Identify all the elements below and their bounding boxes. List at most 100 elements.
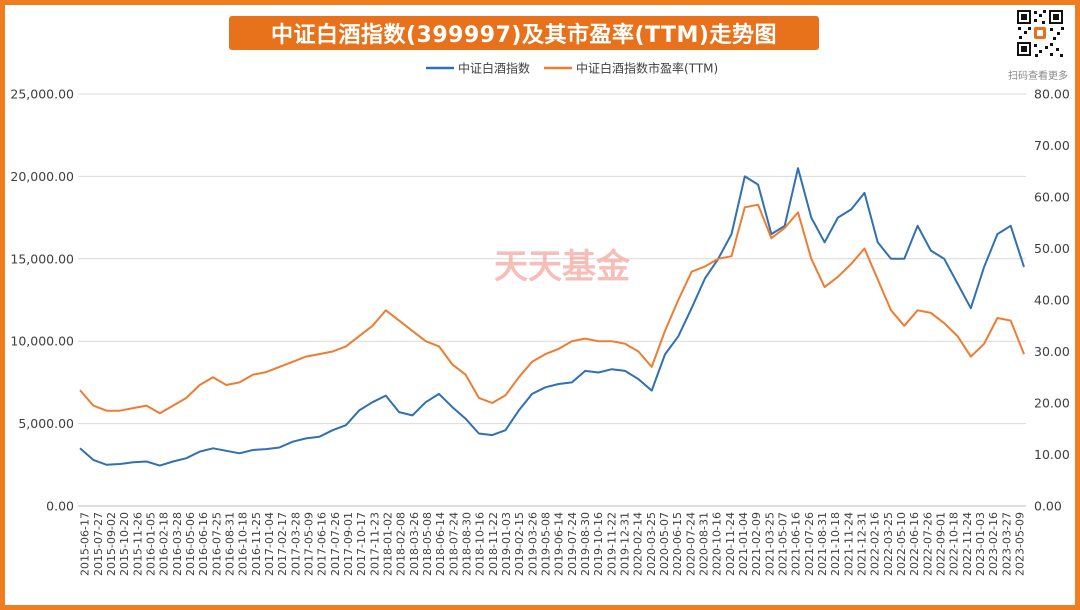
x-tick-label: 2016-11-25 <box>250 512 263 576</box>
x-tick-label: 2022-05-10 <box>895 512 908 576</box>
x-tick-label: 2019-05-08 <box>539 512 552 576</box>
x-tick-label: 2022-09-01 <box>934 512 947 576</box>
right-tick-label: 20.00 <box>1034 396 1070 411</box>
x-tick-label: 2015-06-17 <box>79 512 92 576</box>
x-tick-label: 2019-10-16 <box>592 512 605 576</box>
x-tick-label: 2020-03-25 <box>645 512 658 576</box>
x-tick-label: 2016-08-31 <box>223 512 236 576</box>
right-tick-label: 0.00 <box>1034 499 1062 514</box>
x-tick-label: 2019-12-31 <box>618 512 631 576</box>
qr-caption: 扫码查看更多 <box>1008 71 1068 82</box>
x-tick-label: 2019-03-26 <box>526 512 539 576</box>
x-tick-label: 2023-05-09 <box>1013 512 1026 576</box>
x-tick-label: 2020-02-14 <box>632 512 645 576</box>
legend-label: 中证白酒指数 <box>458 61 530 76</box>
x-tick-label: 2016-07-25 <box>210 512 223 576</box>
x-tick-label: 2022-03-25 <box>882 512 895 576</box>
x-tick-label: 2021-11-24 <box>842 512 855 576</box>
x-tick-label: 2021-02-09 <box>750 512 763 576</box>
x-tick-label: 2021-12-31 <box>855 512 868 576</box>
x-tick-label: 2018-02-08 <box>395 512 408 576</box>
x-tick-label: 2022-11-24 <box>961 512 974 576</box>
left-tick-label: 5,000.00 <box>18 416 74 431</box>
right-tick-label: 50.00 <box>1034 241 1070 256</box>
x-tick-label: 2020-08-31 <box>697 512 710 576</box>
x-axis: 2015-06-17 2015-07-27 2015-09-02 2015-10-20… <box>79 512 1027 576</box>
x-tick-label: 2018-07-24 <box>447 512 460 576</box>
x-tick-label: 2022-10-18 <box>948 512 961 576</box>
x-tick-label: 2021-01-04 <box>737 512 750 576</box>
left-tick-label: 10,000.00 <box>10 334 74 349</box>
x-tick-label: 2020-05-07 <box>658 512 671 576</box>
x-tick-label: 2015-07-27 <box>92 512 105 576</box>
gridlines <box>78 93 1026 507</box>
right-tick-label: 60.00 <box>1034 190 1070 205</box>
x-tick-label: 2016-10-18 <box>237 512 250 576</box>
watermark: 天天基金 <box>494 247 631 287</box>
chart-title: 中证白酒指数(399997)及其市盈率(TTM)走势图 <box>271 23 777 48</box>
x-tick-label: 2021-08-31 <box>816 512 829 576</box>
left-tick-label: 25,000.00 <box>10 87 74 102</box>
left-tick-label: 15,000.00 <box>10 251 74 266</box>
x-tick-label: 2023-03-27 <box>1000 512 1013 576</box>
x-tick-label: 2018-10-16 <box>474 512 487 576</box>
right-tick-label: 70.00 <box>1034 138 1070 153</box>
x-tick-label: 2016-03-28 <box>171 512 184 576</box>
x-tick-label: 2021-05-07 <box>776 512 789 576</box>
x-tick-label: 2017-06-16 <box>316 512 329 576</box>
x-tick-label: 2018-11-22 <box>487 512 500 576</box>
x-tick-label: 2021-03-25 <box>763 512 776 576</box>
x-tick-label: 2020-06-15 <box>671 512 684 576</box>
x-tick-label: 2017-03-28 <box>289 512 302 576</box>
x-tick-label: 2018-06-14 <box>434 512 447 576</box>
x-tick-label: 2017-11-23 <box>368 512 381 576</box>
left-tick-label: 20,000.00 <box>10 169 74 184</box>
x-tick-label: 2020-11-24 <box>724 512 737 576</box>
x-tick-label: 2019-07-24 <box>566 512 579 576</box>
x-tick-label: 2023-02-16 <box>987 512 1000 576</box>
left-tick-label: 0.00 <box>46 499 74 514</box>
x-tick-label: 2015-11-26 <box>131 512 144 576</box>
right-tick-label: 30.00 <box>1034 344 1070 359</box>
x-tick-label: 2018-05-08 <box>421 512 434 576</box>
right-tick-label: 40.00 <box>1034 293 1070 308</box>
x-tick-label: 2017-10-17 <box>355 512 368 576</box>
x-tick-label: 2017-07-26 <box>329 512 342 576</box>
x-tick-label: 2019-02-15 <box>513 512 526 576</box>
x-tick-label: 2016-06-16 <box>197 512 210 576</box>
right-tick-label: 80.00 <box>1034 87 1070 102</box>
x-tick-label: 2016-02-18 <box>158 512 171 576</box>
x-tick-label: 2022-02-16 <box>869 512 882 576</box>
x-tick-label: 2020-07-24 <box>684 512 697 576</box>
x-tick-label: 2019-06-14 <box>553 512 566 576</box>
x-tick-label: 2019-01-03 <box>500 512 513 576</box>
x-tick-label: 2017-09-01 <box>342 512 355 576</box>
x-tick-label: 2017-05-09 <box>302 512 315 576</box>
x-tick-label: 2017-01-04 <box>263 512 276 576</box>
x-tick-label: 2023-01-03 <box>974 512 987 576</box>
x-tick-label: 2018-03-26 <box>408 512 421 576</box>
legend: 中证白酒指数 中证白酒指数市盈率(TTM) <box>426 61 718 76</box>
x-tick-label: 2018-08-30 <box>460 512 473 576</box>
qr-code-icon[interactable] <box>1015 8 1065 58</box>
series-line-1 <box>79 167 1025 467</box>
x-tick-label: 2020-10-16 <box>711 512 724 576</box>
x-tick-label: 2017-02-17 <box>276 512 289 576</box>
x-tick-label: 2016-01-05 <box>144 512 157 576</box>
x-tick-label: 2018-01-02 <box>381 512 394 576</box>
x-tick-label: 2022-06-16 <box>908 512 921 576</box>
legend-label: 中证白酒指数市盈率(TTM) <box>576 61 718 76</box>
x-tick-label: 2019-11-22 <box>605 512 618 576</box>
series-line-2 <box>79 203 1025 415</box>
x-tick-label: 2021-07-26 <box>803 512 816 576</box>
right-tick-label: 10.00 <box>1034 447 1070 462</box>
series-lines <box>79 167 1025 467</box>
left-axis: 0.00 5,000.00 10,000.00 15,000.00 20,000.00 2… <box>10 87 74 514</box>
right-axis: 0.00 10.00 20.00 30.00 40.00 50.00 60.00 70.00 8… <box>1034 87 1070 514</box>
title-banner: 中证白酒指数(399997)及其市盈率(TTM)走势图 <box>229 16 819 50</box>
x-tick-label: 2015-09-02 <box>105 512 118 576</box>
x-tick-label: 2021-10-18 <box>829 512 842 576</box>
x-tick-label: 2022-07-26 <box>921 512 934 576</box>
